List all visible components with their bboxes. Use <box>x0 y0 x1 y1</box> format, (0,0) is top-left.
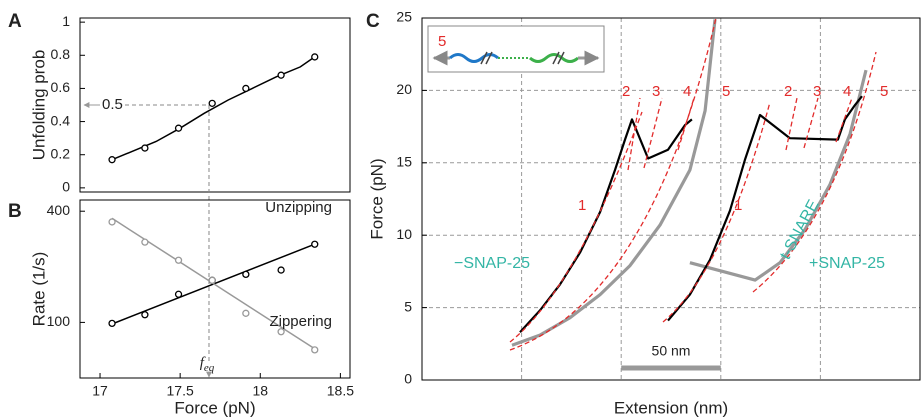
y-tick-label: 15 <box>396 154 412 170</box>
y-tick-label: 0 <box>404 371 412 387</box>
annotation: +SNAP-25 <box>809 255 885 272</box>
fit-line <box>803 97 819 149</box>
data-point <box>108 218 116 226</box>
y-tick-label: 20 <box>396 81 412 97</box>
y-tick-label: 0.2 <box>51 145 71 161</box>
fit-line <box>677 97 695 151</box>
annotation: −SNAP-25 <box>454 255 530 272</box>
fit-line <box>509 111 643 343</box>
data-point <box>141 311 149 319</box>
data-point <box>108 156 116 164</box>
data-point <box>311 53 319 61</box>
trace <box>519 118 693 333</box>
x-tick-label: 18 <box>252 383 268 399</box>
fit-label: 2 <box>784 83 792 100</box>
y-tick-label: 5 <box>404 298 412 314</box>
fit-label: 2 <box>622 83 630 100</box>
series-label: Unzipping <box>265 199 332 216</box>
threshold-label: 0.5 <box>102 96 123 113</box>
feq-main: f <box>200 355 206 371</box>
y-tick-label: 0.4 <box>51 112 71 128</box>
data-point <box>242 270 250 279</box>
fit-label: 5 <box>438 33 446 50</box>
y-tick-label: 100 <box>47 313 71 329</box>
inset-box <box>427 25 605 73</box>
inset <box>427 25 605 73</box>
data-point <box>208 99 216 107</box>
x-axis-label: Extension (nm) <box>614 398 728 417</box>
fit-label: 5 <box>880 83 888 100</box>
data-point <box>141 238 149 246</box>
axes-frame <box>79 199 351 379</box>
fit-label: 3 <box>652 83 660 100</box>
y-tick-label: 0.6 <box>51 79 71 95</box>
data-point <box>108 319 116 328</box>
fit-line <box>785 97 798 151</box>
x-axis-label: Force (pN) <box>174 398 255 417</box>
data-point <box>242 84 250 93</box>
data-point <box>242 309 250 317</box>
data-point <box>174 124 183 132</box>
y-tick-label: 0 <box>62 179 70 195</box>
fit-line <box>643 97 663 169</box>
fit-label: 4 <box>843 83 851 100</box>
inset-break <box>480 51 565 65</box>
trace <box>667 95 863 322</box>
data-point <box>141 144 149 152</box>
feq-label: feq <box>200 355 215 373</box>
fit-label: 1 <box>734 197 742 214</box>
trace <box>511 19 717 347</box>
data-point <box>311 346 319 354</box>
data-point <box>208 276 216 284</box>
y-tick-label: 10 <box>396 226 412 242</box>
y-axis-label: Rate (1/s) <box>29 252 48 327</box>
y-axis-label: Unfolding prob <box>29 50 48 161</box>
annotation: t-SNARE <box>777 197 822 262</box>
fit-lines <box>509 17 877 351</box>
data-point <box>277 328 285 336</box>
panel-letter: C <box>366 11 380 32</box>
x-tick-label: 17 <box>92 383 108 399</box>
series-label: Zippering <box>269 313 332 330</box>
fit-line <box>752 51 877 293</box>
fit-line <box>662 101 771 323</box>
fit-label: 3 <box>813 83 821 100</box>
panel-letter: B <box>8 201 22 222</box>
y-tick-label: 25 <box>396 9 412 25</box>
data-point <box>174 290 183 298</box>
y-tick-label: 400 <box>47 202 71 218</box>
fit-line <box>627 97 641 171</box>
inset-green <box>529 53 579 63</box>
trace <box>689 69 868 282</box>
axes-frame <box>421 17 921 381</box>
fit-label: 5 <box>722 83 730 100</box>
data-point <box>174 256 183 264</box>
y-tick-label: 0.8 <box>51 46 71 62</box>
panel-letter: A <box>8 11 22 32</box>
fit-label: 4 <box>683 83 691 100</box>
data-point <box>277 71 285 79</box>
y-axis-label: Force (pN) <box>367 158 386 239</box>
scale-bar-label: 50 nm <box>652 343 691 359</box>
feq-sub: eq <box>204 362 215 374</box>
data-point <box>277 266 285 274</box>
fit-line <box>509 17 717 351</box>
y-tick-label: 1 <box>62 13 70 29</box>
fit-label: 1 <box>578 197 586 214</box>
data-point <box>311 240 319 248</box>
fit-line <box>111 56 316 161</box>
x-tick-label: 17.5 <box>167 383 194 399</box>
x-tick-label: 18.5 <box>327 383 354 399</box>
axes-frame <box>79 17 351 193</box>
